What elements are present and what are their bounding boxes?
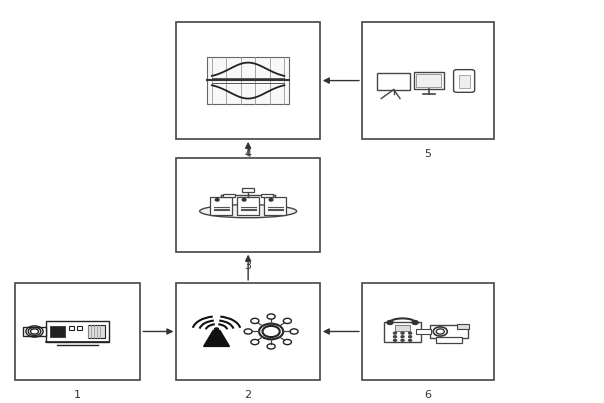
FancyBboxPatch shape (176, 158, 320, 252)
FancyBboxPatch shape (23, 327, 46, 336)
FancyBboxPatch shape (69, 326, 74, 330)
FancyBboxPatch shape (454, 70, 475, 92)
Text: 3: 3 (245, 262, 252, 272)
FancyBboxPatch shape (46, 321, 109, 342)
FancyBboxPatch shape (242, 188, 254, 193)
FancyBboxPatch shape (176, 22, 320, 139)
FancyBboxPatch shape (265, 197, 286, 215)
FancyBboxPatch shape (14, 283, 140, 380)
FancyBboxPatch shape (437, 337, 461, 343)
FancyBboxPatch shape (50, 326, 65, 337)
Circle shape (412, 320, 418, 324)
Circle shape (393, 332, 396, 334)
FancyBboxPatch shape (416, 328, 431, 334)
FancyBboxPatch shape (207, 57, 289, 104)
FancyBboxPatch shape (414, 73, 444, 89)
FancyBboxPatch shape (176, 283, 320, 380)
FancyBboxPatch shape (77, 326, 82, 330)
Circle shape (408, 339, 411, 341)
Circle shape (387, 320, 393, 324)
Circle shape (408, 336, 411, 338)
Text: 6: 6 (424, 390, 431, 400)
Text: 2: 2 (245, 390, 252, 400)
Circle shape (393, 339, 396, 341)
FancyBboxPatch shape (88, 325, 106, 338)
Circle shape (401, 339, 404, 341)
Circle shape (269, 199, 273, 201)
Circle shape (408, 332, 411, 334)
FancyBboxPatch shape (237, 197, 259, 215)
Circle shape (401, 336, 404, 338)
FancyBboxPatch shape (223, 194, 235, 197)
Circle shape (242, 199, 246, 201)
FancyBboxPatch shape (362, 22, 493, 139)
FancyBboxPatch shape (384, 322, 422, 342)
FancyBboxPatch shape (395, 325, 410, 331)
Polygon shape (204, 330, 230, 347)
Ellipse shape (200, 205, 297, 218)
Circle shape (215, 199, 219, 201)
FancyBboxPatch shape (261, 194, 273, 197)
FancyBboxPatch shape (378, 73, 410, 89)
Circle shape (401, 332, 404, 334)
FancyBboxPatch shape (430, 325, 468, 338)
FancyBboxPatch shape (458, 75, 470, 88)
Circle shape (393, 336, 396, 338)
FancyBboxPatch shape (210, 197, 232, 215)
FancyBboxPatch shape (457, 324, 469, 328)
Circle shape (214, 328, 219, 330)
Text: 4: 4 (245, 149, 252, 159)
FancyBboxPatch shape (416, 74, 442, 87)
Text: 5: 5 (424, 149, 431, 159)
Text: 1: 1 (74, 390, 81, 400)
FancyBboxPatch shape (362, 283, 493, 380)
